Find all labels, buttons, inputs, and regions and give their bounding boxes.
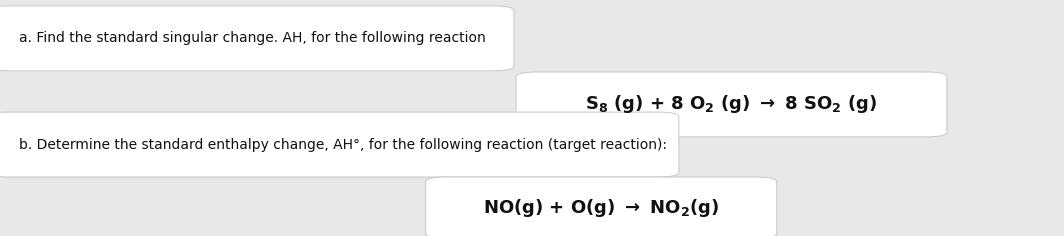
Text: b. Determine the standard enthalpy change, AH°, for the following reaction (targ: b. Determine the standard enthalpy chang…	[19, 138, 667, 152]
FancyBboxPatch shape	[426, 177, 777, 236]
Text: a. Find the standard singular change. AH, for the following reaction: a. Find the standard singular change. AH…	[19, 31, 486, 45]
FancyBboxPatch shape	[0, 6, 514, 71]
FancyBboxPatch shape	[0, 112, 679, 177]
Text: NO(g) + O(g) $\mathbf{\rightarrow}$ NO$_\mathbf{2}$(g): NO(g) + O(g) $\mathbf{\rightarrow}$ NO$_…	[483, 197, 719, 219]
FancyBboxPatch shape	[516, 72, 947, 137]
Text: $\mathbf{S_8}$ (g) + 8 O$_\mathbf{2}$ (g) $\mathbf{\rightarrow}$ 8 SO$_\mathbf{2: $\mathbf{S_8}$ (g) + 8 O$_\mathbf{2}$ (g…	[585, 93, 878, 115]
